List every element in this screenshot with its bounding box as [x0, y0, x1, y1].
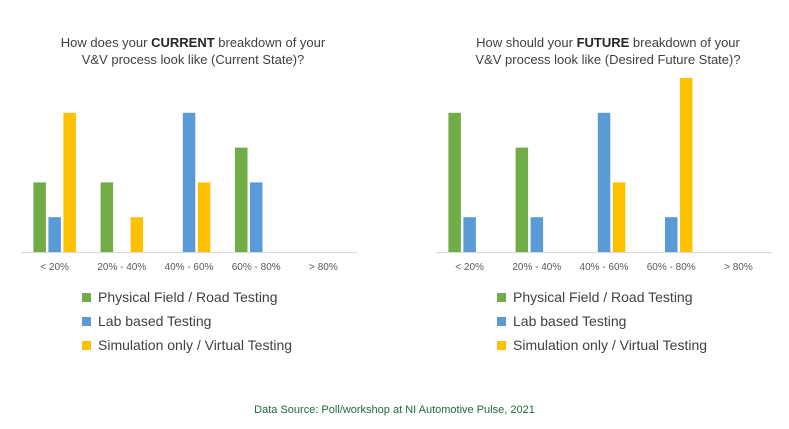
chart-title-part: breakdown of your: [214, 35, 326, 50]
x-tick-label: 60% - 80%: [647, 262, 696, 273]
legend-swatch: [497, 340, 506, 350]
legend-item-lab-based-testing: Lab based Testing: [82, 309, 292, 333]
legend-item-simulation-only-virtual-testing: Simulation only / Virtual Testing: [82, 333, 292, 357]
bar-lab-based-testing-60-80: [665, 217, 678, 252]
chart-title: How does your CURRENT breakdown of your …: [8, 34, 378, 68]
future-state-bar-chart: < 20% 20% - 40% 40% - 60% 60% - 80% > 80%: [436, 78, 772, 273]
chart-title-part: breakdown of your: [629, 35, 740, 50]
x-tick-label: > 80%: [309, 262, 338, 273]
bar-lab-based-testing-20: [48, 217, 61, 252]
x-tick-label: 20% - 40%: [512, 262, 561, 273]
legend-label: Simulation only / Virtual Testing: [98, 337, 293, 353]
legend-item-physical-field-road-testing: Physical Field / Road Testing: [497, 285, 707, 309]
chart-title-line-1: How should your FUTURE breakdown of your: [423, 34, 789, 51]
legend-item-simulation-only-virtual-testing: Simulation only / Virtual Testing: [497, 333, 707, 357]
x-tick-label: < 20%: [40, 262, 69, 273]
chart-title-line-2: V&V process look like (Current State)?: [81, 52, 305, 67]
chart-title: How should your FUTURE breakdown of your…: [423, 34, 789, 68]
legend-label: Physical Field / Road Testing: [513, 289, 693, 305]
legend-swatch: [82, 340, 91, 350]
legend-label: Simulation only / Virtual Testing: [513, 337, 708, 353]
legend-swatch: [497, 316, 506, 326]
bar-simulation-only-virtual-testing-20-40: [130, 217, 144, 252]
bar-lab-based-testing-20: [463, 217, 476, 252]
chart-title-part: How does your: [60, 35, 152, 50]
bar-simulation-only-virtual-testing-40-60: [612, 182, 626, 252]
current-state-chart-panel: How does your CURRENT breakdown of your …: [8, 0, 378, 372]
bar-physical-field-road-testing-20-40: [100, 182, 114, 252]
legend-swatch: [82, 292, 91, 302]
x-tick-label: 40% - 60%: [580, 262, 629, 273]
bar-simulation-only-virtual-testing-40-60: [197, 182, 211, 252]
bar-physical-field-road-testing-60-80: [235, 147, 248, 252]
x-tick-label: 20% - 40%: [97, 262, 146, 273]
chart-title-emphasis: CURRENT: [151, 35, 215, 50]
chart-legend: Physical Field / Road Testing Lab based T…: [82, 285, 292, 357]
legend-swatch: [497, 292, 506, 302]
legend-item-lab-based-testing: Lab based Testing: [497, 309, 707, 333]
data-source-note: Data Source: Poll/workshop at NI Automot…: [254, 404, 535, 416]
x-tick-label: 60% - 80%: [232, 262, 281, 273]
current-state-bar-chart: < 20% 20% - 40% 40% - 60% 60% - 80% > 80%: [21, 112, 357, 273]
chart-title-line-1: How does your CURRENT breakdown of your: [8, 34, 378, 51]
bar-simulation-only-virtual-testing-60-80: [680, 78, 693, 252]
x-tick-label: < 20%: [455, 262, 484, 273]
bar-physical-field-road-testing-20: [33, 182, 46, 252]
legend-item-physical-field-road-testing: Physical Field / Road Testing: [82, 285, 292, 309]
bar-lab-based-testing-40-60: [182, 112, 196, 252]
bar-physical-field-road-testing-20-40: [515, 147, 529, 252]
chart-title-part: How should your: [476, 35, 577, 50]
x-tick-label: > 80%: [724, 262, 753, 273]
future-state-chart-panel: How should your FUTURE breakdown of your…: [423, 0, 789, 372]
legend-swatch: [82, 316, 91, 326]
chart-legend: Physical Field / Road Testing Lab based T…: [497, 285, 707, 357]
bar-lab-based-testing-20-40: [530, 217, 544, 252]
legend-label: Lab based Testing: [98, 313, 212, 329]
chart-title-line-2: V&V process look like (Desired Future St…: [475, 52, 741, 67]
bar-simulation-only-virtual-testing-20: [63, 112, 76, 252]
bar-physical-field-road-testing-20: [448, 112, 461, 252]
bar-lab-based-testing-40-60: [597, 112, 611, 252]
legend-label: Lab based Testing: [513, 313, 627, 329]
legend-label: Physical Field / Road Testing: [98, 289, 278, 305]
bar-lab-based-testing-60-80: [250, 182, 263, 252]
x-tick-label: 40% - 60%: [165, 262, 214, 273]
chart-title-emphasis: FUTURE: [576, 35, 630, 50]
